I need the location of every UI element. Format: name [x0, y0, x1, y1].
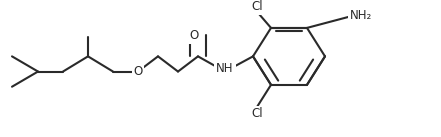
Text: O: O: [190, 29, 199, 42]
Text: Cl: Cl: [252, 0, 263, 13]
Text: Cl: Cl: [252, 107, 263, 120]
Text: O: O: [133, 65, 142, 78]
Text: NH₂: NH₂: [350, 9, 372, 22]
Text: NH: NH: [216, 62, 234, 75]
